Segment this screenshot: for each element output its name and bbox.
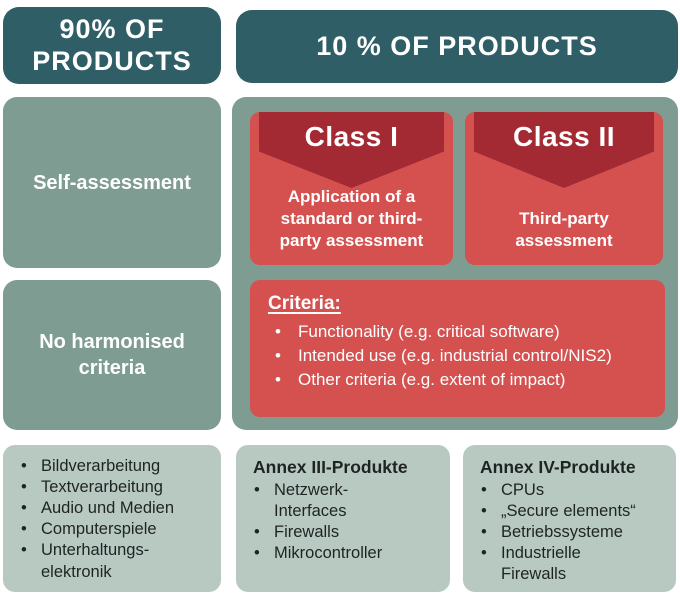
- no-harmonised-criteria-box: No harmonised criteria: [3, 280, 221, 430]
- class-ii-card: Class II Third-party assessment: [465, 112, 663, 265]
- class-ii-subtitle: Third-party assessment: [515, 208, 613, 250]
- list-item: Firewalls: [236, 522, 450, 543]
- annex-iii-box: Annex III-Produkte Netzwerk- Interfaces …: [236, 445, 450, 592]
- header-90-percent-box: 90% OF PRODUCTS: [3, 7, 221, 84]
- class-i-card: Class I Application of a standard or thi…: [250, 112, 453, 265]
- list-item: Netzwerk- Interfaces: [236, 480, 450, 522]
- criteria-list: Functionality (e.g. critical software) I…: [268, 320, 651, 393]
- list-item: Unterhaltungs- elektronik: [3, 540, 221, 582]
- criteria-item: Functionality (e.g. critical software): [268, 320, 651, 344]
- annex-iii-list: Netzwerk- Interfaces Firewalls Mikrocont…: [236, 480, 450, 565]
- list-item: Mikrocontroller: [236, 543, 450, 564]
- annex-iii-title: Annex III-Produkte: [253, 457, 408, 477]
- list-item: „Secure elements“: [463, 501, 676, 522]
- annex-iv-title: Annex IV-Produkte: [480, 457, 636, 477]
- consumer-products-box: Bildverarbeitung Textverarbeitung Audio …: [3, 445, 221, 592]
- header-10-percent-box: 10 % OF PRODUCTS: [236, 10, 678, 83]
- class-i-title: Class I: [304, 121, 399, 152]
- classification-panel: Class I Application of a standard or thi…: [232, 97, 678, 430]
- list-item: Computerspiele: [3, 519, 221, 540]
- annex-iv-list: CPUs „Secure elements“ Betriebssysteme I…: [463, 480, 676, 586]
- class-i-subtitle: Application of a standard or third- part…: [279, 186, 424, 250]
- class-ii-title: Class II: [512, 121, 616, 152]
- criteria-item: Intended use (e.g. industrial control/NI…: [268, 344, 651, 368]
- self-assessment-box: Self-assessment: [3, 97, 221, 268]
- criteria-title: Criteria:: [268, 293, 341, 314]
- annex-iv-box: Annex IV-Produkte CPUs „Secure elements“…: [463, 445, 676, 592]
- list-item: Betriebssysteme: [463, 522, 676, 543]
- list-item: CPUs: [463, 480, 676, 501]
- list-item: Audio und Medien: [3, 498, 221, 519]
- criteria-box: Criteria: Functionality (e.g. critical s…: [250, 280, 665, 417]
- criteria-item: Other criteria (e.g. extent of impact): [268, 368, 651, 392]
- consumer-products-list: Bildverarbeitung Textverarbeitung Audio …: [3, 456, 221, 583]
- list-item: Industrielle Firewalls: [463, 543, 676, 585]
- list-item: Bildverarbeitung: [3, 456, 221, 477]
- list-item: Textverarbeitung: [3, 477, 221, 498]
